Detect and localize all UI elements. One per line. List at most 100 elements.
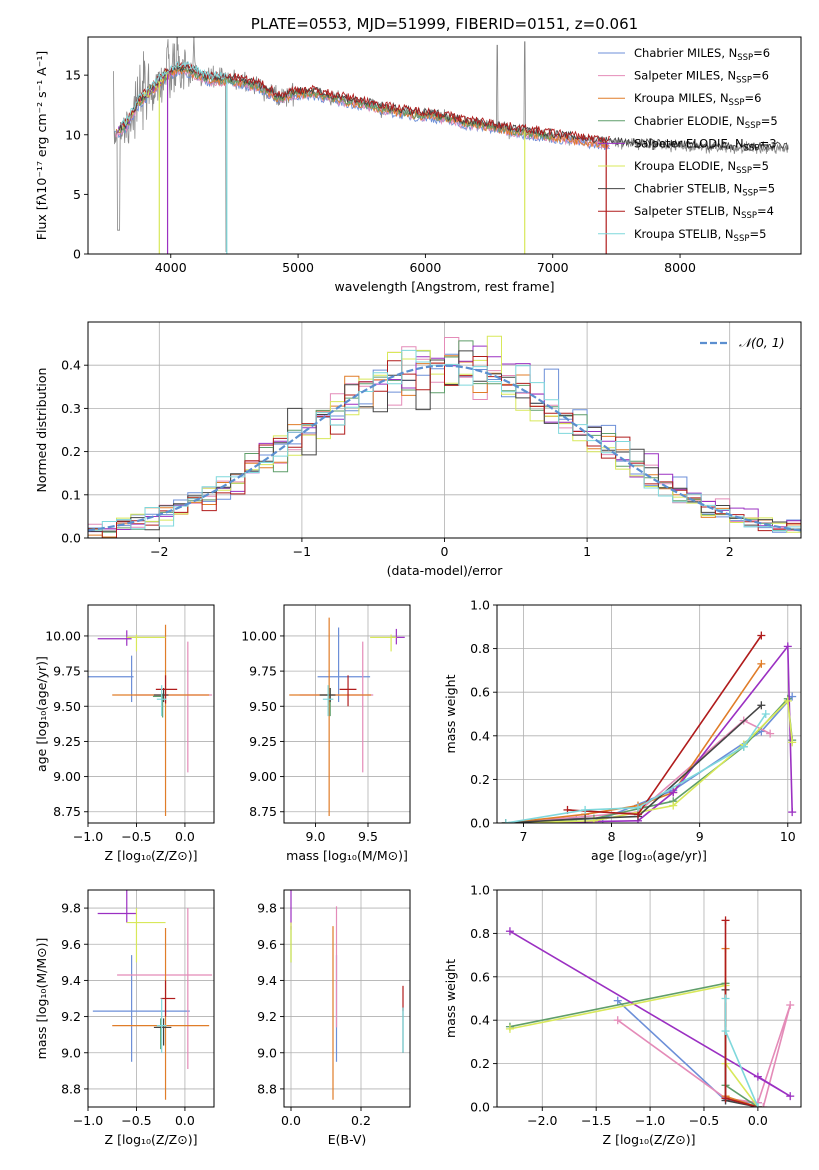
y-tick-label: 15	[65, 68, 81, 83]
weight-line-kroupa_stelib	[724, 998, 759, 1107]
y-tick-label: 8.8	[257, 1081, 277, 1096]
x-tick-label: 5000	[282, 260, 314, 275]
x-tick-label: 9.5	[358, 829, 378, 844]
legend-sub: SSP	[729, 98, 745, 108]
x-tick-label: −1.0	[73, 1113, 103, 1128]
legend-suffix: =6	[752, 69, 769, 83]
y-axis-label: age [log₁₀(age/yr)]	[34, 656, 49, 772]
y-tick-label: 0.8	[470, 926, 490, 941]
legend-text: Salpeter MILES, N	[634, 69, 736, 83]
legend-suffix: =6	[744, 91, 761, 105]
y-tick-label: 9.0	[257, 1045, 277, 1060]
weight-line-chabrier_miles	[617, 1000, 758, 1104]
weight-marker	[753, 1103, 762, 1107]
errorbar-point-kroupa_stelib	[156, 998, 167, 1053]
weight-marker	[721, 994, 730, 1003]
plot-area	[505, 916, 795, 1107]
y-tick-label: 10.00	[45, 628, 81, 643]
weight-marker	[761, 710, 770, 718]
model-spectrum-chabrier_stelib	[118, 63, 788, 152]
y-tick-label: 9.6	[257, 937, 277, 952]
y-tick-label: 10	[65, 127, 81, 142]
legend-entry: Chabrier MILES, NSSP=6	[634, 46, 770, 63]
errorbar-point-salpeter_elodie	[97, 890, 137, 923]
y-tick-label: 1.0	[470, 598, 490, 613]
x-tick-label: −1.5	[581, 1113, 611, 1128]
weight-marker	[753, 1072, 762, 1081]
legend-entry: Salpeter STELIB, NSSP=4	[634, 204, 774, 221]
x-tick-label: −1.0	[73, 829, 103, 844]
y-tick-label: 0.2	[61, 444, 81, 459]
legend-suffix: =4	[757, 204, 774, 218]
legend-suffix: =6	[753, 46, 770, 60]
x-tick-label: −1	[293, 544, 311, 559]
weight-marker	[757, 631, 766, 640]
y-axis-label: mass [log₁₀(M/M⊙)]	[34, 938, 49, 1060]
errorbar-point-salpeter_miles	[134, 641, 213, 773]
y-tick-label: 0.6	[470, 969, 490, 984]
axes-frame	[283, 604, 411, 824]
y-tick-label: 9.8	[257, 901, 277, 916]
legend-text: Kroupa MILES, N	[634, 91, 729, 105]
y-tick-label: 9.00	[53, 769, 81, 784]
legend-entry: Kroupa ELODIE, NSSP=5	[634, 159, 769, 176]
legend-text: Kroupa ELODIE, N	[634, 159, 736, 173]
y-tick-label: 9.8	[61, 901, 81, 916]
legend-sub: SSP	[741, 211, 757, 221]
x-tick-label: 7000	[537, 260, 569, 275]
chart-title: PLATE=0553, MJD=51999, FIBERID=0151, z=0…	[251, 15, 638, 33]
errorbar-point-chabrier_miles	[88, 655, 134, 703]
weight-marker	[505, 1024, 514, 1033]
panel-age-vs-mass: 9.0 9.5 8.75 9.00 9.25 9.50 9.75 10.00 mass [log…	[241, 604, 411, 863]
weight-line-salpeter_stelib	[724, 920, 759, 1107]
errorbar-point-kroupa_miles	[112, 927, 210, 1100]
panel-weight-vs-age: 7 8 9 10 0.0 0.2 0.4 0.6 0.8 1.0 age [log₁₀(age/yr…	[443, 598, 802, 863]
legend-text: Chabrier MILES, N	[634, 46, 737, 60]
weight-line-chabrier_elodie	[505, 696, 793, 823]
y-tick-label: 0.0	[61, 531, 81, 546]
x-axis-label: age [log₁₀(age/yr)]	[591, 848, 707, 863]
plot-area	[113, 37, 789, 254]
y-tick-label: 9.00	[249, 769, 277, 784]
errorbar-point-kroupa_stelib	[156, 685, 167, 717]
x-tick-label: 1	[583, 544, 591, 559]
y-tick-label: 10.00	[241, 628, 277, 643]
weight-marker	[739, 742, 748, 751]
weight-marker	[501, 819, 510, 823]
errorbar-point-salpeter_elodie	[97, 630, 132, 646]
legend-entry: Salpeter MILES, NSSP=6	[634, 69, 769, 86]
legend-entry: Kroupa STELIB, NSSP=5	[634, 227, 766, 244]
y-tick-label: 0.2	[470, 1056, 490, 1071]
x-axis-label: E(B-V)	[328, 1132, 367, 1147]
legend-suffix: =5	[758, 182, 775, 196]
weight-line-salpeter_stelib	[567, 635, 762, 816]
y-tick-label: 0.1	[61, 487, 81, 502]
axes-frame	[87, 36, 802, 255]
axes-frame	[283, 889, 411, 1108]
y-tick-label: 8.75	[53, 804, 81, 819]
weight-marker	[721, 1027, 730, 1036]
weight-marker	[786, 1092, 795, 1101]
legend-sub: SSP	[736, 166, 752, 176]
weight-marker	[721, 1094, 730, 1103]
errorbar-point-salpeter_stelib	[160, 980, 176, 1017]
y-tick-label: 9.75	[53, 664, 81, 679]
errorbar-point-salpeter_miles	[299, 641, 374, 773]
legend-sub: SSP	[744, 143, 760, 153]
errorbar-point-kroupa_stelib	[322, 685, 334, 717]
y-tick-label: 9.4	[257, 973, 277, 988]
y-axis-label: Normed distribution	[34, 368, 49, 493]
x-tick-label: 10	[780, 829, 796, 844]
legend-text: Chabrier STELIB, N	[634, 182, 742, 196]
legend-text: Kroupa STELIB, N	[634, 227, 734, 241]
panel-age-vs-z: −1.0 −0.5 0.0 8.75 9.00 9.25 9.50 9.75 10.00 Z [l…	[34, 604, 215, 863]
x-tick-label: 8	[608, 829, 616, 844]
errorbar-point-chabrier_miles	[317, 627, 371, 703]
weight-line-kroupa_miles	[724, 948, 759, 1107]
plot-area	[501, 631, 797, 823]
y-tick-label: 0.8	[470, 641, 490, 656]
errorbar-point-kroupa_elodie	[370, 634, 397, 652]
y-tick-label: 9.6	[61, 937, 81, 952]
legend-suffix: =5	[752, 159, 769, 173]
